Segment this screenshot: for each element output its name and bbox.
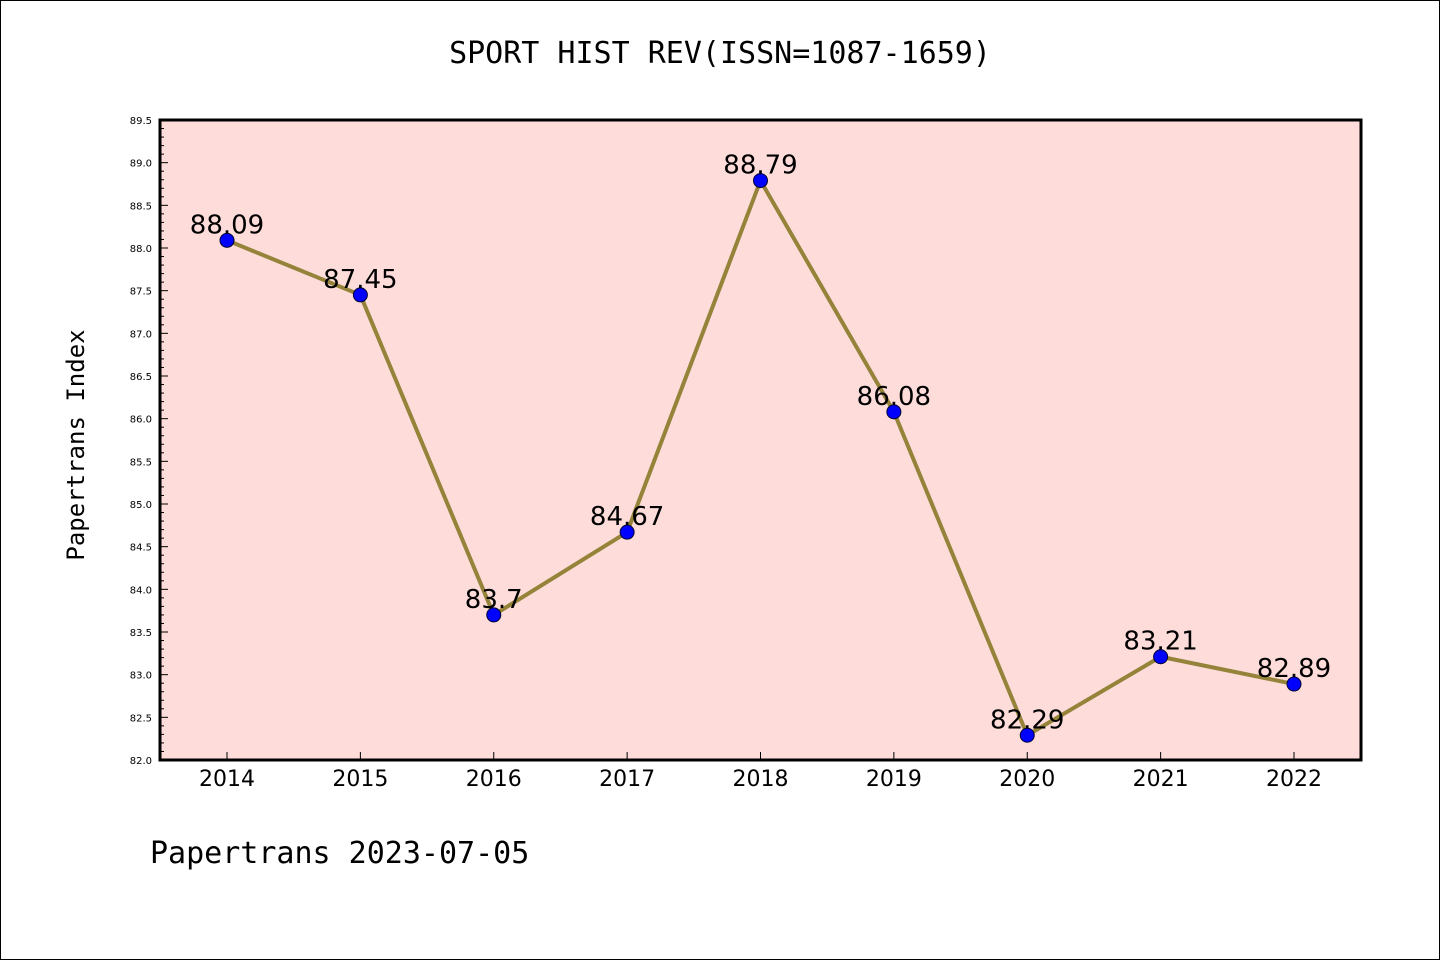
x-tick-label: 2014	[199, 767, 255, 792]
y-tick-label: 84.0	[130, 585, 152, 596]
y-tick-label: 89.0	[130, 159, 152, 170]
y-tick-label: 85.5	[130, 457, 152, 468]
y-tick-label: 86.0	[130, 415, 152, 426]
data-point	[886, 404, 902, 420]
data-label: 88.09	[190, 210, 264, 240]
x-tick-label: 2015	[332, 767, 388, 792]
x-tick-label: 2016	[466, 767, 522, 792]
x-axis: 2014 2015 2016 2017 2018 2019 2020 2021 2022	[199, 752, 1322, 792]
data-point	[1019, 727, 1035, 743]
plot-border	[158, 118, 1363, 762]
data-label: 86.08	[857, 382, 931, 412]
series-markers	[219, 173, 1302, 743]
footer-caption: Papertrans 2023-07-05	[150, 836, 530, 871]
data-label: 83.21	[1123, 627, 1197, 657]
x-tick-label: 2019	[866, 767, 922, 792]
data-point	[1153, 649, 1169, 665]
data-point	[1286, 676, 1302, 692]
data-labels: 88.09 87.45 83.7 84.67 88.79 86.08 82.29 83.21 8…	[190, 151, 1331, 736]
data-point	[486, 607, 502, 623]
data-label: 82.29	[990, 705, 1064, 735]
data-label: 88.79	[723, 151, 797, 181]
y-axis: 82.0 82.5 83.0 83.5 84.0 84.5 85.0 85.5 86.0 86.5…	[130, 116, 168, 767]
y-tick-label: 87.5	[130, 287, 152, 298]
plot-area	[160, 120, 1361, 760]
data-point	[619, 524, 635, 540]
x-tick-label: 2020	[999, 767, 1055, 792]
data-label: 87.45	[323, 265, 397, 295]
y-tick-label: 88.0	[130, 244, 152, 255]
x-tick-label: 2021	[1133, 767, 1189, 792]
data-label: 82.89	[1257, 654, 1331, 684]
y-tick-label: 84.5	[130, 543, 152, 554]
y-tick-label: 88.5	[130, 201, 152, 212]
data-label: 84.67	[590, 502, 664, 532]
y-tick-label: 83.0	[130, 671, 152, 682]
chart-title: SPORT HIST REV(ISSN=1087-1659)	[449, 36, 991, 71]
data-point	[753, 173, 768, 189]
data-label: 83.7	[465, 585, 523, 615]
x-tick-label: 2018	[733, 767, 789, 792]
y-tick-label: 83.5	[130, 628, 152, 639]
x-tick-label: 2022	[1266, 767, 1322, 792]
y-tick-label: 82.0	[130, 756, 152, 767]
y-tick-label: 87.0	[130, 329, 152, 340]
y-tick-label: 82.5	[130, 713, 152, 724]
data-point	[352, 287, 368, 303]
data-point	[219, 232, 235, 248]
x-tick-label: 2017	[599, 767, 655, 792]
y-tick-label: 85.0	[130, 500, 152, 511]
y-tick-label: 86.5	[130, 372, 152, 383]
y-tick-label: 89.5	[130, 116, 152, 127]
